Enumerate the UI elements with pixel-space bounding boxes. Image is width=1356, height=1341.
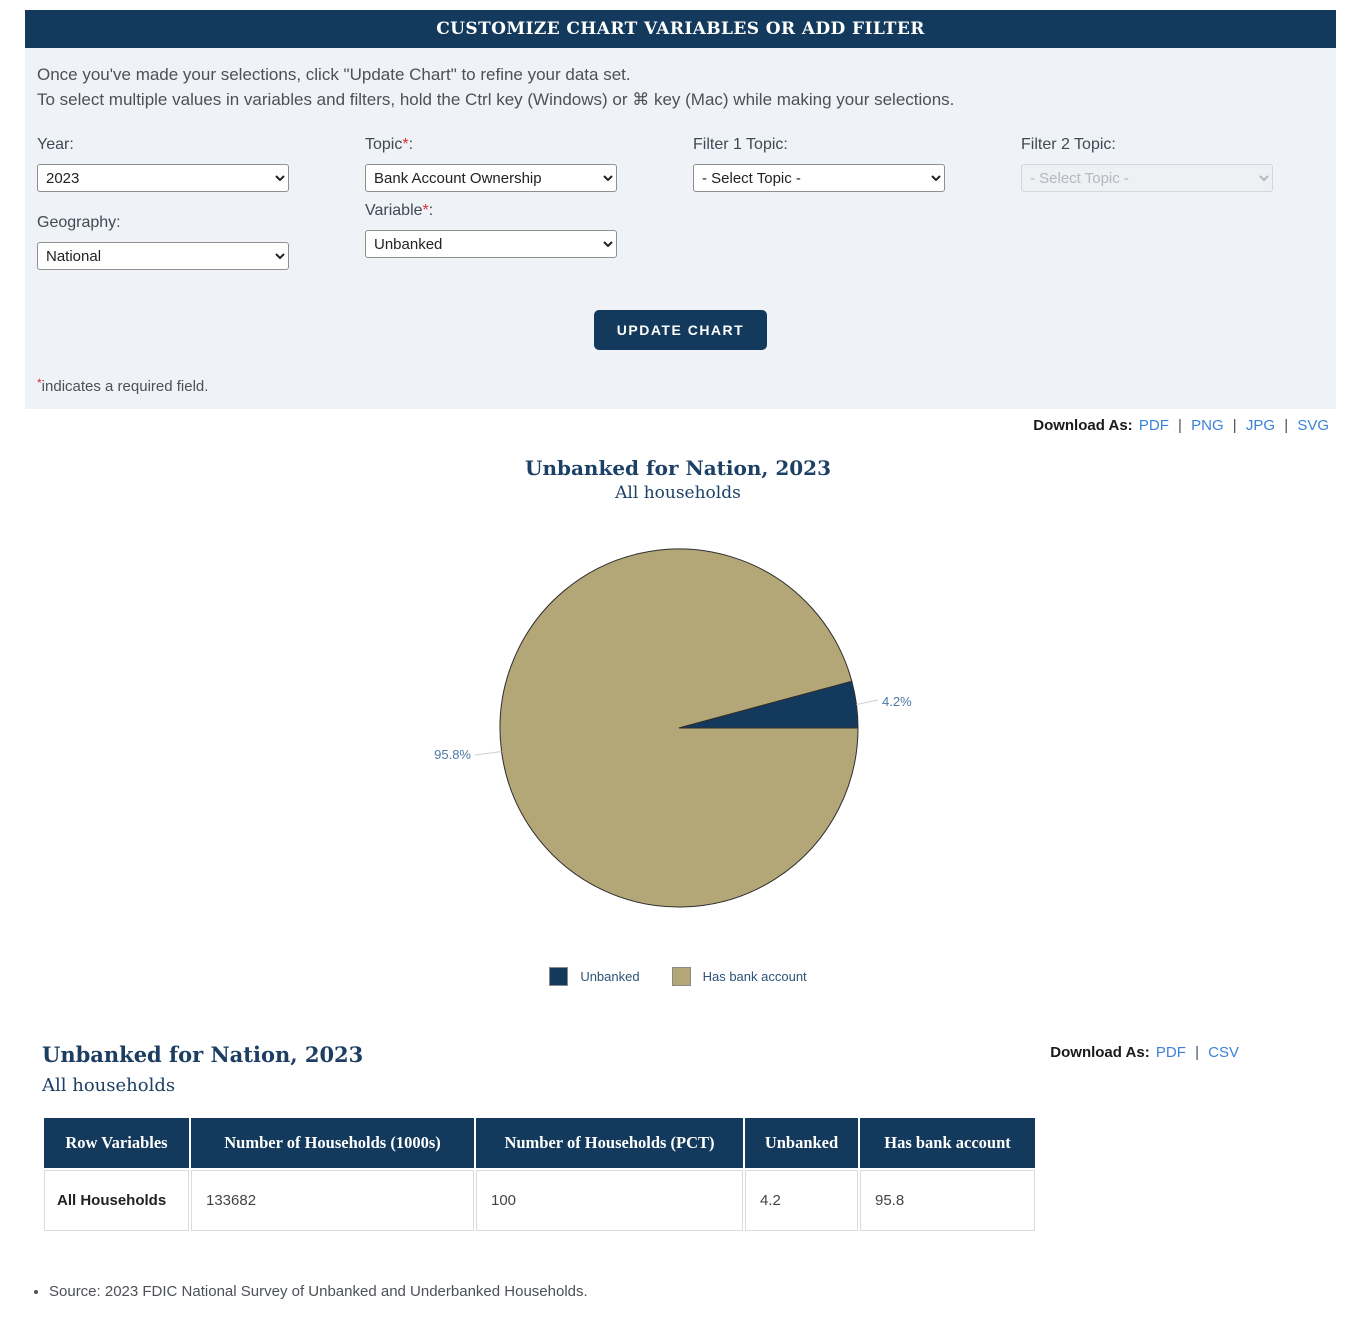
table-download-row: Download As: PDF | CSV xyxy=(1050,1044,1241,1061)
table-row: All Households 133682 100 4.2 95.8 xyxy=(44,1170,1035,1231)
col-header-row-variables: Row Variables xyxy=(44,1118,189,1168)
cell-unbanked: 4.2 xyxy=(745,1170,858,1231)
source-note: Source: 2023 FDIC National Survey of Unb… xyxy=(49,1281,1336,1303)
legend-swatch-has-bank-account xyxy=(671,967,691,986)
legend-item-has-bank-account[interactable]: Has bank account xyxy=(671,967,807,986)
intro-line-1: Once you've made your selections, click … xyxy=(37,65,631,84)
intro-line-2: To select multiple values in variables a… xyxy=(37,90,955,109)
filter2-select: - Select Topic - xyxy=(1021,164,1273,192)
form-col-3: Filter 1 Topic: - Select Topic - xyxy=(693,136,945,270)
geography-field: Geography: National xyxy=(37,214,289,270)
separator: | xyxy=(1195,1044,1199,1061)
required-asterisk: * xyxy=(37,376,42,390)
chart-title: Unbanked for Nation, 2023 xyxy=(525,456,831,480)
year-select[interactable]: 2023 xyxy=(37,164,289,192)
cell-households-pct: 100 xyxy=(476,1170,743,1231)
download-pdf-link[interactable]: PDF xyxy=(1138,417,1169,434)
legend-item-unbanked[interactable]: Unbanked xyxy=(549,967,640,986)
form-grid: Year: 2023 Geography: National Topic*: B… xyxy=(37,136,1324,270)
chart-subtitle: All households xyxy=(615,483,741,503)
year-field: Year: 2023 xyxy=(37,136,289,192)
separator: | xyxy=(1178,417,1182,434)
required-asterisk: * xyxy=(402,136,409,153)
table-title: Unbanked for Nation, 2023 xyxy=(42,1042,364,1067)
required-asterisk: * xyxy=(422,202,429,219)
footer: Source: 2023 FDIC National Survey of Unb… xyxy=(25,1281,1336,1333)
panel-title: CUSTOMIZE CHART VARIABLES OR ADD FILTER xyxy=(25,10,1336,48)
col-header-unbanked: Unbanked xyxy=(745,1118,858,1168)
table-header-row: Row Variables Number of Households (1000… xyxy=(44,1118,1035,1168)
pie-chart: 4.2% 95.8% xyxy=(434,548,912,908)
pie-label-connector-banked xyxy=(474,751,502,756)
update-chart-button[interactable]: UPDATE CHART xyxy=(593,310,768,350)
variable-select[interactable]: Unbanked xyxy=(365,230,617,258)
topic-select[interactable]: Bank Account Ownership xyxy=(365,164,617,192)
required-field-note: *indicates a required field. xyxy=(37,376,209,395)
table-subtitle: All households xyxy=(42,1075,176,1096)
cell-households-1000s: 133682 xyxy=(191,1170,474,1231)
customize-panel: Once you've made your selections, click … xyxy=(25,48,1336,409)
table-download-csv-link[interactable]: CSV xyxy=(1208,1044,1239,1061)
table-section: Unbanked for Nation, 2023 All households… xyxy=(25,1042,1336,1233)
download-png-link[interactable]: PNG xyxy=(1191,417,1224,434)
filter2-field: Filter 2 Topic: - Select Topic - xyxy=(1021,136,1273,192)
separator: | xyxy=(1232,417,1237,434)
pie-label-connector-unbanked xyxy=(855,699,878,705)
cell-row-variable: All Households xyxy=(44,1170,189,1231)
filter2-label: Filter 2 Topic: xyxy=(1021,136,1116,153)
variable-field: Variable*: Unbanked xyxy=(365,202,617,258)
pie-label-unbanked-pct: 4.2% xyxy=(882,694,912,709)
download-jpg-link[interactable]: JPG xyxy=(1245,417,1276,434)
geography-select[interactable]: National xyxy=(37,242,289,270)
legend-label-has-bank-account: Has bank account xyxy=(702,969,807,984)
form-col-1: Year: 2023 Geography: National xyxy=(37,136,289,270)
data-table: Row Variables Number of Households (1000… xyxy=(42,1116,1037,1233)
filter1-label: Filter 1 Topic: xyxy=(693,136,788,153)
topic-field: Topic*: Bank Account Ownership xyxy=(365,136,617,192)
separator: | xyxy=(1284,417,1289,434)
cell-has-bank-account: 95.8 xyxy=(860,1170,1035,1231)
form-col-4: Filter 2 Topic: - Select Topic - xyxy=(1021,136,1273,270)
filter1-select[interactable]: - Select Topic - xyxy=(693,164,945,192)
download-as-label: Download As: xyxy=(1050,1044,1150,1061)
legend-swatch-unbanked xyxy=(549,967,569,986)
pie-slice-unbanked[interactable] xyxy=(678,680,859,729)
form-col-2: Topic*: Bank Account Ownership Variable*… xyxy=(365,136,617,270)
filter1-field: Filter 1 Topic: - Select Topic - xyxy=(693,136,945,192)
download-svg-link[interactable]: SVG xyxy=(1297,417,1329,434)
pie-slice-has-bank-account[interactable] xyxy=(499,548,859,908)
col-header-households-pct: Number of Households (PCT) xyxy=(476,1118,743,1168)
pie-label-banked-pct: 95.8% xyxy=(434,747,471,762)
chart-legend: Unbanked Has bank account xyxy=(0,967,1356,986)
variable-label: Variable*: xyxy=(365,202,434,219)
geography-label: Geography: xyxy=(37,214,121,231)
col-header-households-1000s: Number of Households (1000s) xyxy=(191,1118,474,1168)
download-as-label: Download As: xyxy=(1033,417,1133,434)
year-label: Year: xyxy=(37,136,74,153)
legend-label-unbanked: Unbanked xyxy=(580,969,640,984)
chart-download-row: Download As: PDF | PNG | JPG | SVG xyxy=(25,417,1331,434)
topic-label: Topic*: xyxy=(365,136,414,153)
table-download-pdf-link[interactable]: PDF xyxy=(1155,1044,1186,1061)
col-header-has-bank-account: Has bank account xyxy=(860,1118,1035,1168)
